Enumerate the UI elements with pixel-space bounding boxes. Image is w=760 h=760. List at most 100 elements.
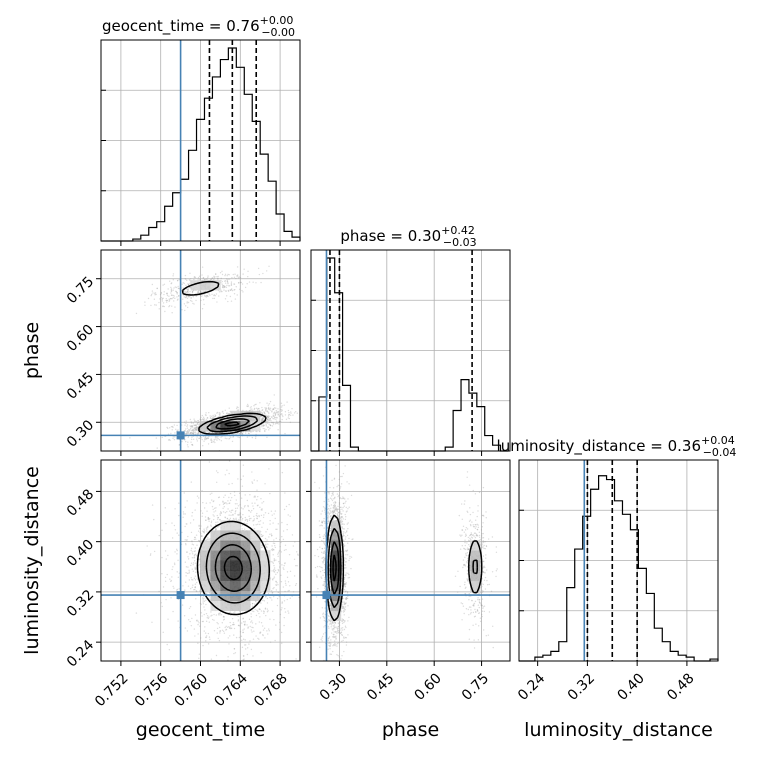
sample-point [266, 410, 269, 412]
sample-point [223, 289, 225, 291]
sample-point [290, 411, 292, 413]
sample-point [174, 286, 177, 288]
sample-point [216, 437, 218, 439]
sample-point [271, 534, 273, 537]
sample-point [253, 630, 255, 632]
sample-point [287, 610, 289, 612]
sample-point [253, 515, 255, 518]
sample-point [295, 658, 297, 660]
sample-point [280, 413, 282, 416]
sample-point [234, 503, 237, 505]
sample-point [209, 502, 211, 504]
sample-point [282, 567, 284, 569]
sample-point [268, 628, 270, 630]
sample-point [280, 406, 283, 408]
sample-point [244, 622, 246, 624]
density-cell [250, 540, 261, 551]
sample-point [224, 516, 227, 519]
sample-point [236, 274, 238, 277]
sample-point [192, 544, 195, 546]
sample-point [220, 440, 223, 442]
sample-point [255, 436, 257, 438]
sample-point [208, 621, 211, 623]
sample-point [269, 523, 271, 525]
sample-point [224, 298, 227, 300]
sample-point [246, 499, 249, 502]
sample-point [221, 286, 224, 289]
sample-point [323, 559, 325, 561]
sample-point [199, 424, 201, 426]
sample-point [237, 615, 239, 618]
sample-point [176, 299, 179, 301]
sample-point [207, 518, 210, 520]
sample-point [209, 417, 212, 419]
sample-point [184, 424, 186, 426]
sample-point [327, 518, 329, 520]
sample-point [187, 292, 189, 295]
sample-point [201, 266, 204, 268]
sample-point [205, 438, 208, 440]
sample-point [189, 433, 191, 435]
sample-point [191, 291, 194, 293]
sample-point [228, 460, 231, 462]
sample-point [187, 288, 189, 291]
sample-point [237, 620, 239, 622]
sample-point [277, 553, 279, 555]
sample-point [188, 569, 190, 572]
sample-point [259, 632, 261, 635]
sample-point [228, 519, 230, 521]
sample-point [236, 406, 238, 408]
sample-point [242, 618, 244, 620]
sample-point [324, 624, 326, 627]
sample-point [182, 287, 184, 289]
sample-point [185, 544, 187, 546]
sample-point [256, 480, 258, 482]
sample-point [256, 677, 257, 678]
sample-point [238, 518, 240, 521]
sample-point [259, 520, 262, 522]
sample-point [237, 409, 240, 411]
sample-point [235, 517, 237, 519]
sample-point [344, 602, 347, 605]
sample-point [184, 277, 186, 280]
density-cell [200, 560, 211, 571]
sample-point [271, 549, 274, 552]
sample-point [273, 559, 276, 561]
sample-point [177, 620, 179, 622]
sample-point [206, 529, 208, 531]
density-cell [210, 580, 221, 591]
sample-point [217, 471, 219, 474]
sample-point [171, 294, 173, 296]
sample-point [239, 631, 242, 633]
sample-point [219, 632, 221, 634]
sample-point [204, 436, 207, 438]
sample-point [272, 408, 275, 410]
sample-point [189, 522, 192, 524]
sample-point [213, 619, 215, 621]
sample-point [217, 277, 219, 280]
sample-point [189, 272, 191, 274]
sample-point [212, 297, 214, 300]
density-cell [220, 570, 231, 581]
sample-point [233, 634, 235, 636]
sample-point [242, 617, 244, 620]
sample-point [200, 416, 202, 419]
sample-point [247, 270, 249, 273]
sample-point [230, 514, 232, 517]
sample-point [330, 620, 332, 623]
sample-point [261, 420, 263, 423]
sample-point [191, 432, 193, 435]
density-cell [220, 540, 231, 551]
sample-point [274, 416, 276, 419]
sample-point [273, 618, 275, 621]
sample-point [301, 611, 302, 612]
sample-point [193, 418, 195, 420]
sample-point [226, 416, 228, 418]
sample-point [190, 587, 192, 590]
sample-point [199, 560, 201, 562]
sample-point [187, 619, 190, 621]
sample-point [217, 516, 219, 519]
sample-point [211, 618, 214, 621]
sample-point [193, 560, 196, 562]
contour-line [205, 532, 261, 604]
